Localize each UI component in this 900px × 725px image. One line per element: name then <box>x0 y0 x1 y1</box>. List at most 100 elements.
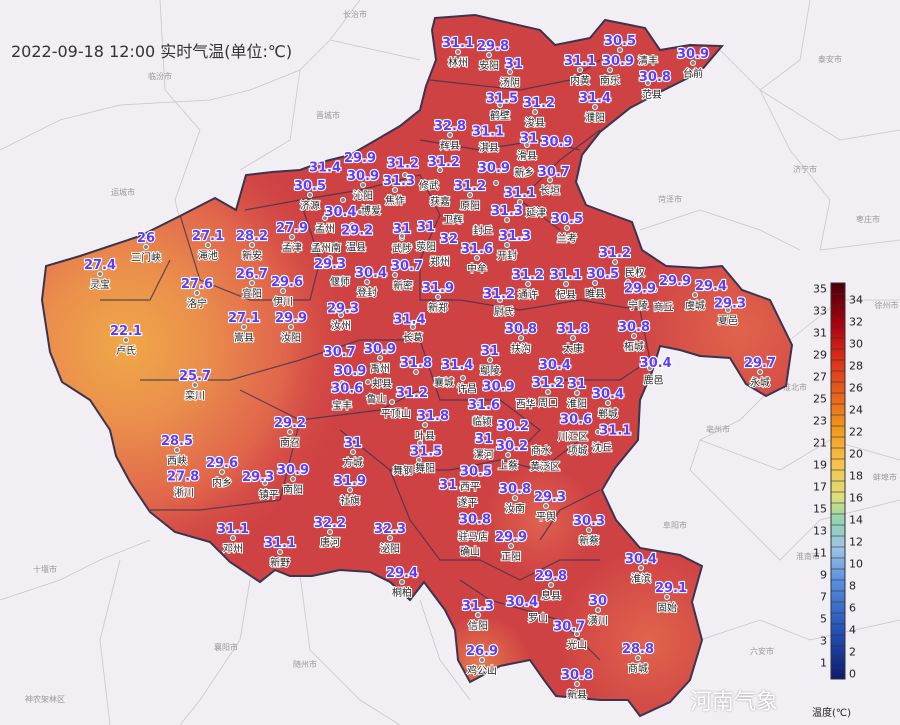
station-name: 叶县 <box>415 430 435 442</box>
station-dot <box>508 543 514 549</box>
colorbar-tick-label: 17 <box>813 481 827 494</box>
station-temperature: 30.9 <box>347 169 379 184</box>
station-dot <box>592 280 598 286</box>
station-dot <box>437 167 443 173</box>
station-dot <box>347 487 353 493</box>
station-dot <box>467 192 473 198</box>
station-marker: 29.7 永城 <box>743 355 777 390</box>
station-dot <box>277 549 283 555</box>
station-marker: 31.2 平顶山 <box>380 385 429 421</box>
station-temperature: 30.2 <box>497 419 529 434</box>
station-name: 扶沟 <box>511 342 531 355</box>
station-layer: 31.1 林州 29.8 安阳 31 汤阴 31.5 鹤壁 31.2 浚县 31.1 淇县 32.8 辉县… <box>83 33 777 702</box>
station-dot <box>518 335 524 341</box>
station-name: 光山 <box>567 638 587 651</box>
station-name: 淮阳 <box>567 398 587 410</box>
station-temperature: 30.8 <box>499 482 531 497</box>
station-dot <box>586 527 592 533</box>
station-temperature: 30.9 <box>364 342 396 357</box>
station-temperature: 29.3 <box>327 302 359 317</box>
station-temperature: 29.9 <box>495 530 527 545</box>
station-dot <box>392 187 398 193</box>
colorbar-tick-label: 24 <box>849 404 863 417</box>
station-name: 郏县 <box>372 377 392 390</box>
station-name: 罗山 <box>528 613 548 625</box>
station-name: 泌阳 <box>380 542 400 555</box>
station-name: 荥阳 <box>416 240 436 253</box>
station-dot <box>570 335 576 341</box>
station-name: 杞县 <box>556 288 576 301</box>
station-marker: 29.9 汝阳 <box>274 310 308 345</box>
station-name: 虞城 <box>685 299 705 312</box>
station-temperature: 30.4 <box>539 358 571 373</box>
station-temperature: 30.6 <box>560 413 592 428</box>
henan-border <box>40 13 794 718</box>
station-marker: 31.5 鹤壁 <box>485 90 519 123</box>
station-name: 林州 <box>448 56 468 69</box>
station-marker: 31.1 新野 <box>263 535 297 570</box>
station-temperature: 31.8 <box>557 322 589 337</box>
station-temperature: 31.1 <box>264 536 296 551</box>
station-marker: 31.9 社旗 <box>333 473 367 508</box>
station-marker: 30.4 孟州 <box>314 204 358 236</box>
station-name: 新密 <box>393 279 413 292</box>
station-name: 台前 <box>683 67 703 80</box>
station-dot <box>416 457 422 463</box>
station-name: 汝州 <box>331 319 351 332</box>
station-name: 平舆 <box>536 510 556 523</box>
station-name: 封丘 <box>473 224 493 237</box>
station-name: 驻马店 <box>458 530 488 543</box>
station-temperature: 29.3 <box>314 257 346 272</box>
station-dot <box>365 379 371 385</box>
station-temperature: 30.7 <box>391 259 423 274</box>
station-temperature: 31.6 <box>468 398 500 413</box>
station-marker: 22.1 卢氏 <box>109 323 143 358</box>
station-dot <box>497 102 503 108</box>
station-name: 安阳 <box>479 59 499 72</box>
station-marker: 31.4 濮阳 <box>578 90 612 125</box>
station-temperature: 27.8 <box>167 470 199 485</box>
station-dot <box>484 162 490 168</box>
station-name: 郸城 <box>598 407 618 420</box>
station-name: 偃师 <box>330 275 350 288</box>
station-marker: 29.9 商丘 <box>653 273 693 314</box>
station-temperature: 27.6 <box>181 277 213 292</box>
station-name: 商水 <box>531 444 551 457</box>
colorbar-tick-label: 0 <box>849 668 856 681</box>
colorbar-tick-label: 8 <box>849 580 856 593</box>
station-marker: 30.9 南乐 <box>599 53 635 88</box>
station-name: 镇平 <box>259 488 279 501</box>
station-dot <box>545 389 551 395</box>
station-marker: 31.2 浚县 <box>522 95 556 130</box>
station-name: 孟州南 <box>311 242 341 255</box>
colorbar-tick-label: 35 <box>813 283 827 296</box>
station-dot <box>340 197 346 203</box>
station-dot <box>375 365 381 371</box>
station-dot <box>338 312 344 318</box>
neighbor-city-label: 临汾市 <box>148 71 172 81</box>
colorbar-tick-label: 3 <box>820 635 827 648</box>
neighbor-city-label: 神农架林区 <box>25 694 65 704</box>
colorbar-tick-label: 9 <box>820 569 827 582</box>
station-marker: 32.8 辉县 <box>433 118 467 153</box>
station-dot <box>389 399 395 405</box>
station-dot <box>504 217 510 223</box>
station-name: 汤阴 <box>500 76 520 89</box>
station-dot <box>241 324 247 330</box>
colorbar-tick-label: 32 <box>849 316 863 329</box>
station-marker: 31.2 民权 <box>598 245 646 280</box>
station-dot <box>563 281 569 287</box>
station-dot <box>595 607 601 613</box>
station-name: 川汇区 <box>558 430 588 443</box>
station-marker: 30.2商水 <box>496 418 552 458</box>
station-marker: 28.5 西峡 <box>160 433 194 468</box>
neighbor-city-label: 淮南市 <box>796 551 820 561</box>
station-name: 汝南 <box>505 502 525 515</box>
station-marker: 30.5 西平 <box>459 463 493 493</box>
station-dot <box>402 172 408 178</box>
station-dot <box>192 382 198 388</box>
station-dot <box>289 234 295 240</box>
station-temperature: 29.3 <box>714 297 746 312</box>
station-name: 淮滨 <box>631 572 651 585</box>
